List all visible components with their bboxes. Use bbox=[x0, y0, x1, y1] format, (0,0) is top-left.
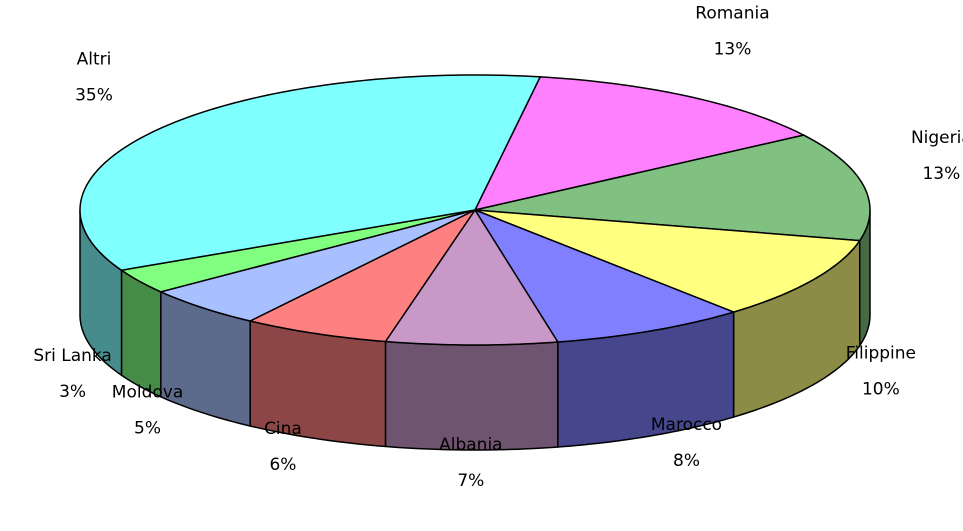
slice-value-label: 6% bbox=[269, 455, 296, 475]
slice bbox=[79, 74, 542, 272]
slice-label: Sri Lanka bbox=[33, 346, 112, 366]
slice-label: Altri bbox=[77, 50, 112, 70]
slice-label: Albania bbox=[439, 435, 502, 455]
slice bbox=[158, 209, 476, 322]
slice-value-label: 3% bbox=[59, 382, 86, 402]
slice bbox=[473, 208, 736, 343]
slice-label: Marocco bbox=[651, 415, 722, 435]
slice bbox=[473, 76, 806, 212]
slice-value-label: 7% bbox=[457, 471, 484, 491]
slice bbox=[384, 208, 560, 346]
slice bbox=[247, 208, 478, 343]
slice bbox=[119, 209, 476, 293]
slice bbox=[474, 209, 862, 313]
slice-value-label: 8% bbox=[673, 451, 700, 471]
slice-label: Filippine bbox=[846, 344, 916, 364]
slice-value-label: 35% bbox=[75, 86, 113, 106]
slice-value-label: 13% bbox=[922, 164, 960, 184]
slice-side bbox=[384, 340, 559, 451]
slice-value-label: 13% bbox=[714, 39, 752, 59]
slice-label: Romania bbox=[695, 3, 769, 23]
slice-label: Cina bbox=[264, 419, 302, 439]
slice-value-label: 10% bbox=[862, 380, 900, 400]
slice bbox=[474, 134, 871, 242]
slice-label: Nigeria bbox=[911, 128, 963, 148]
slice-label: Moldova bbox=[112, 383, 183, 403]
slice-value-label: 5% bbox=[134, 419, 161, 439]
